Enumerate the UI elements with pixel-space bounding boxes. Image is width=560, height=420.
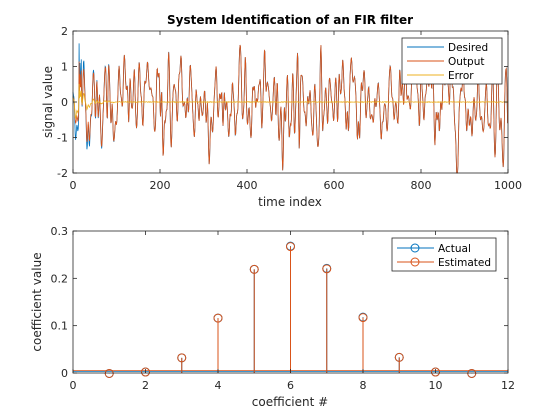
bottom-legend-box [391, 237, 497, 272]
x-tick-label: 600 [324, 179, 345, 192]
x-tick-label: 0 [70, 379, 77, 392]
marker-estimated [249, 264, 259, 274]
bottom-ticks: 0 2 4 6 8 10 12 0 0.1 0.2 0.3 [51, 225, 516, 392]
bottom-chart: 0 2 4 6 8 10 12 0 0.1 0.2 0.3 coefficient # coeffi… [30, 225, 515, 409]
y-tick-label: 0 [61, 367, 68, 380]
x-tick-label: 4 [215, 379, 222, 392]
top-ticks: 0 200 400 600 800 1000 -2 -1 0 1 2 [57, 25, 522, 192]
x-tick-label: 12 [501, 379, 515, 392]
y-tick-label: -1 [57, 132, 68, 145]
top-legend: Desired Output Error [401, 37, 503, 85]
bottom-legend: Actual Estimated [391, 237, 497, 272]
y-tick-label: 1 [61, 61, 68, 74]
top-chart: System Identification of an FIR filter 0… [41, 13, 522, 209]
legend-marker-estimated [410, 257, 420, 267]
top-plot-area [72, 43, 508, 174]
marker-estimated [358, 313, 368, 323]
marker-estimated [322, 264, 332, 274]
x-tick-label: 6 [287, 379, 294, 392]
bottom-y-axis-label: coefficient value [30, 252, 44, 351]
y-tick-label: 0 [61, 96, 68, 109]
x-tick-label: 2 [142, 379, 149, 392]
marker-estimated [394, 352, 404, 362]
marker-estimated [104, 368, 114, 378]
x-tick-label: 10 [429, 379, 443, 392]
legend-label-actual: Actual [438, 243, 471, 255]
x-tick-label: 8 [360, 379, 367, 392]
marker-estimated [213, 313, 223, 323]
legend-label-desired: Desired [448, 42, 488, 54]
series-line-output [72, 44, 508, 174]
top-x-axis-label: time index [258, 195, 322, 209]
x-tick-label: 1000 [494, 179, 522, 192]
top-chart-title: System Identification of an FIR filter [167, 13, 413, 27]
y-tick-label: 2 [61, 25, 68, 38]
bottom-x-axis-label: coefficient # [252, 395, 328, 409]
marker-estimated [286, 242, 295, 252]
legend-label-output: Output [448, 56, 484, 68]
legend-marker-actual [410, 243, 420, 253]
y-tick-label: -2 [57, 167, 68, 180]
marker-estimated [141, 367, 150, 377]
legend-label-error: Error [448, 70, 474, 82]
x-tick-label: 200 [150, 179, 171, 192]
marker-estimated [177, 353, 187, 363]
x-tick-label: 0 [70, 179, 77, 192]
x-tick-label: 400 [237, 179, 258, 192]
y-tick-label: 0.1 [51, 320, 69, 333]
marker-estimated [431, 367, 440, 377]
y-tick-label: 0.2 [51, 272, 69, 285]
y-tick-label: 0.3 [51, 225, 69, 238]
top-y-axis-label: signal value [41, 66, 55, 138]
x-tick-label: 800 [411, 179, 432, 192]
marker-estimated [467, 368, 477, 378]
series-line-error [72, 83, 508, 119]
legend-label-estimated: Estimated [438, 257, 491, 269]
